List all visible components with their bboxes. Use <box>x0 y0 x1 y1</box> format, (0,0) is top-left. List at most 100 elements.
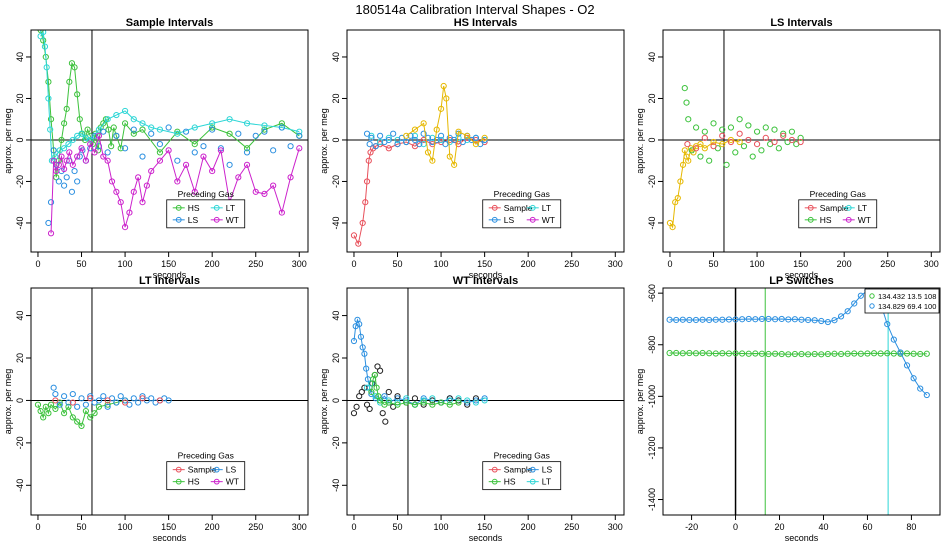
data-point <box>725 316 733 323</box>
data-point <box>701 128 708 135</box>
y-tick-label: -20 <box>15 175 25 188</box>
data-point <box>350 410 358 417</box>
data-point <box>446 153 453 160</box>
data-point <box>53 167 60 175</box>
data-point <box>455 128 462 135</box>
data-point <box>403 395 410 402</box>
data-point <box>778 350 785 358</box>
data-point <box>749 153 756 160</box>
chart-panel-6: LP Switches -20 0 20 40 60 80 -1400 -1200 -1000 -8… <box>635 275 941 543</box>
x-tick-label: 100 <box>750 259 765 269</box>
data-point <box>411 136 419 144</box>
data-point <box>191 188 198 195</box>
data-point <box>243 161 251 168</box>
data-point <box>121 107 129 115</box>
data-point <box>679 350 686 357</box>
data-point <box>857 350 864 357</box>
data-point <box>139 153 146 160</box>
legend-label: HS <box>820 215 832 225</box>
plot-frame <box>30 287 309 516</box>
data-point <box>65 403 72 410</box>
data-point <box>669 224 676 231</box>
legend-marker <box>529 478 536 485</box>
legend-label: WT <box>226 477 239 487</box>
y-tick-label: -1000 <box>647 385 657 408</box>
data-point <box>139 393 146 400</box>
data-point <box>366 141 373 148</box>
y-tick-label: 0 <box>647 137 657 142</box>
legend-item: LS <box>172 215 198 225</box>
data-point <box>455 399 462 406</box>
series-line <box>669 352 927 355</box>
legend-marker <box>491 478 498 485</box>
data-point <box>765 315 772 323</box>
data-point <box>697 141 704 148</box>
x-tick-label: 0 <box>35 259 40 269</box>
data-point <box>429 401 436 408</box>
data-point <box>65 399 72 406</box>
data-point <box>117 145 124 152</box>
data-point <box>82 407 89 415</box>
chart-panel-4: LT Intervals 0 50 100 150 200 250 300 -40 -20 0 20 4… <box>3 275 309 543</box>
data-point <box>727 136 735 144</box>
legend-marker <box>491 466 498 473</box>
data-point <box>95 397 103 404</box>
data-point <box>278 209 285 216</box>
data-point <box>804 316 812 324</box>
data-point <box>403 399 410 406</box>
data-point <box>366 405 373 413</box>
data-point <box>117 393 124 400</box>
data-point <box>91 410 98 417</box>
data-point <box>363 178 371 185</box>
legend-item: 134.829 69.4 100 <box>869 302 936 311</box>
data-point <box>831 317 838 324</box>
data-point <box>156 126 164 133</box>
data-point <box>403 138 410 146</box>
data-point <box>74 178 81 185</box>
data-point <box>243 120 251 127</box>
data-point <box>753 141 761 148</box>
legend-item: HS <box>804 215 832 225</box>
y-tick-label: -20 <box>15 436 25 449</box>
data-point <box>84 126 91 133</box>
data-point <box>864 350 871 357</box>
data-point <box>684 141 691 148</box>
y-tick-label: -40 <box>331 479 341 492</box>
data-point <box>156 157 164 164</box>
data-point <box>45 78 52 85</box>
legend-label: LS <box>504 215 515 225</box>
data-point <box>63 157 70 164</box>
x-tick-label: 0 <box>35 522 40 532</box>
series-line <box>353 137 485 246</box>
data-point <box>47 199 55 206</box>
data-point <box>666 349 673 357</box>
data-point <box>723 161 730 168</box>
y-axis-label: approx. per meg <box>3 369 13 435</box>
data-point <box>363 384 371 391</box>
data-point <box>105 126 112 133</box>
x-tick-label: 300 <box>608 522 623 532</box>
data-point <box>50 157 57 164</box>
data-point <box>361 350 368 357</box>
data-point <box>745 315 752 323</box>
data-point <box>719 316 726 323</box>
data-point <box>917 385 924 392</box>
data-point <box>903 362 911 369</box>
data-point <box>681 147 688 154</box>
data-point <box>673 316 680 324</box>
data-point <box>91 149 98 156</box>
data-point <box>732 149 739 156</box>
y-tick-label: 20 <box>15 353 25 363</box>
data-point <box>443 95 450 102</box>
data-point <box>113 111 120 119</box>
data-point <box>226 116 233 123</box>
legend: Preceding Gas Sample LT LS WT <box>482 189 562 229</box>
data-point <box>235 174 242 181</box>
data-point <box>135 174 142 181</box>
data-point <box>692 316 700 324</box>
legend-item: LT <box>842 203 867 213</box>
data-point <box>110 124 117 131</box>
data-point <box>394 401 401 408</box>
data-point <box>420 130 427 137</box>
